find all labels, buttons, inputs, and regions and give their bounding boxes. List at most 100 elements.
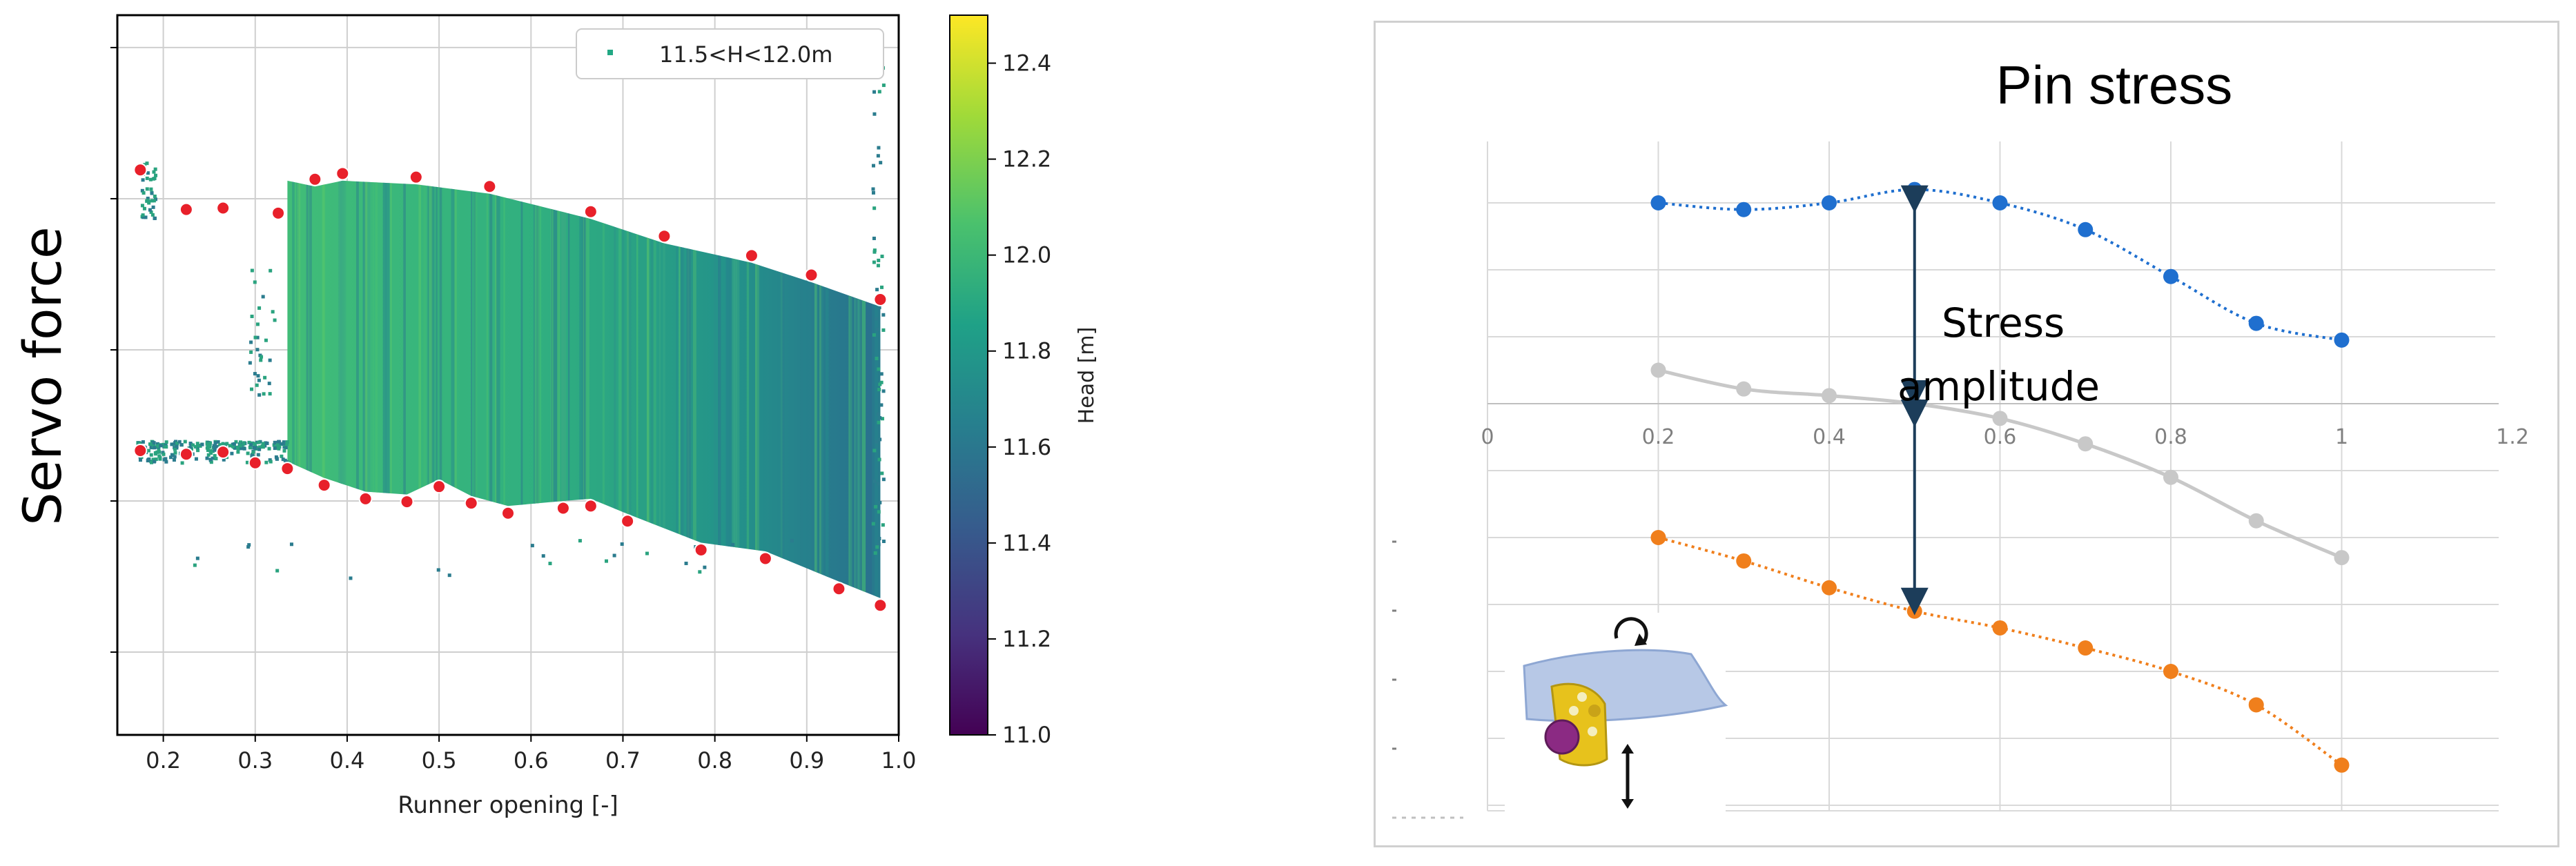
x-tick-label: 0.2 (1642, 425, 1675, 449)
scatter-point (146, 449, 150, 453)
envelope-point (179, 447, 193, 462)
x-tick-label: 1.0 (881, 747, 917, 774)
legend-marker (607, 50, 613, 55)
x-tick-labels: 0 0.2 0.4 0.6 0.8 1 1.2 (1481, 425, 2528, 449)
scatter-point (205, 442, 209, 446)
scatter-point (141, 213, 145, 217)
scatter-streak (489, 180, 493, 598)
scatter-point (881, 523, 885, 527)
data-point-mean (1992, 411, 2008, 426)
scatter-point (880, 417, 884, 421)
scatter-point (212, 444, 216, 448)
scatter-point (140, 204, 144, 208)
scatter-streak (692, 180, 696, 598)
scatter-point (872, 333, 876, 337)
scatter-streak (627, 180, 632, 598)
envelope-point (657, 229, 672, 244)
scatter-point (881, 313, 886, 317)
scatter-point (142, 191, 146, 195)
scatter-point (232, 442, 236, 446)
scatter-point (228, 444, 232, 448)
scatter-point (209, 460, 213, 464)
scatter-point (153, 446, 157, 450)
envelope-point (694, 542, 708, 557)
scatter-point (873, 551, 877, 555)
scatter-streak (451, 180, 455, 598)
scatter-point (879, 161, 883, 165)
scatter-point (872, 449, 877, 453)
scatter-point (872, 112, 877, 116)
scatter-streak (735, 180, 740, 598)
x-tick-labels: 0.2 0.3 0.4 0.5 0.6 0.7 0.8 0.9 1.0 (146, 735, 916, 774)
envelope-point (621, 514, 635, 529)
x-tick-label: 1.2 (2496, 425, 2529, 449)
scatter-point (206, 448, 210, 452)
colorbar-tick-label: 11.2 (1002, 626, 1051, 652)
scatter-streak (690, 180, 692, 598)
envelope-point (179, 202, 193, 217)
scatter-point (164, 443, 168, 447)
envelope-point (308, 172, 322, 186)
envelope-markers (133, 163, 888, 613)
scatter-point (578, 539, 582, 543)
scatter-point (877, 258, 881, 262)
scatter-streak (627, 180, 630, 598)
scatter-point (151, 177, 155, 181)
scatter-point (195, 556, 199, 560)
scatter-point (684, 561, 688, 565)
scatter-point (164, 457, 168, 461)
chart-title: Pin stress (1996, 55, 2232, 115)
scatter-point (158, 457, 162, 461)
scatter-streak (732, 180, 735, 598)
envelope-point (317, 478, 331, 493)
scatter-point (173, 447, 177, 451)
data-point-mean (2334, 550, 2350, 566)
scatter-point (153, 452, 157, 456)
scatter-streak (474, 180, 476, 598)
scatter-streak (679, 180, 681, 598)
scatter-point (183, 440, 187, 444)
scatter-point (164, 445, 168, 449)
scatter-streak (429, 180, 433, 598)
colorbar-tick-label: 11.4 (1002, 530, 1051, 556)
scatter-point (881, 478, 886, 482)
scatter-streak (338, 180, 342, 598)
scatter-point (225, 442, 229, 446)
scatter-point (147, 457, 151, 461)
scatter-point (264, 460, 269, 464)
data-point-mean (1650, 362, 1666, 378)
scatter-point (222, 443, 226, 447)
scatter-point (211, 456, 215, 460)
scatter-point (530, 544, 534, 548)
y-tick-marks (1392, 540, 1463, 819)
scatter-point (214, 457, 218, 461)
scatter-streak (439, 180, 442, 598)
scatter-streak (431, 180, 435, 598)
scatter-point (154, 173, 158, 177)
envelope-point (216, 201, 231, 215)
scatter-point (179, 443, 184, 447)
scatter-point (238, 444, 242, 448)
scatter-streak (322, 180, 325, 598)
scatter-streak (537, 180, 542, 598)
scatter-point (872, 248, 877, 253)
guide-vane-illustration (1505, 613, 1728, 813)
envelope-point (873, 598, 888, 613)
scatter-point (189, 447, 193, 451)
scatter-streak (585, 180, 589, 598)
scatter-point (436, 568, 440, 572)
scatter-point (878, 382, 882, 386)
scatter-point (876, 482, 880, 486)
x-tick-label: 0.5 (422, 747, 457, 774)
scatter-streak (874, 180, 878, 598)
scatter-streak (292, 180, 295, 598)
scatter-streak (436, 180, 438, 598)
scatter-point (541, 554, 545, 558)
scatter-point (170, 442, 174, 446)
scatter-streak (686, 180, 691, 598)
scatter-point (188, 445, 193, 449)
scatter-point (283, 458, 287, 462)
scatter-point (275, 569, 280, 573)
scatter-streak (454, 180, 457, 598)
envelope-point (464, 496, 478, 511)
